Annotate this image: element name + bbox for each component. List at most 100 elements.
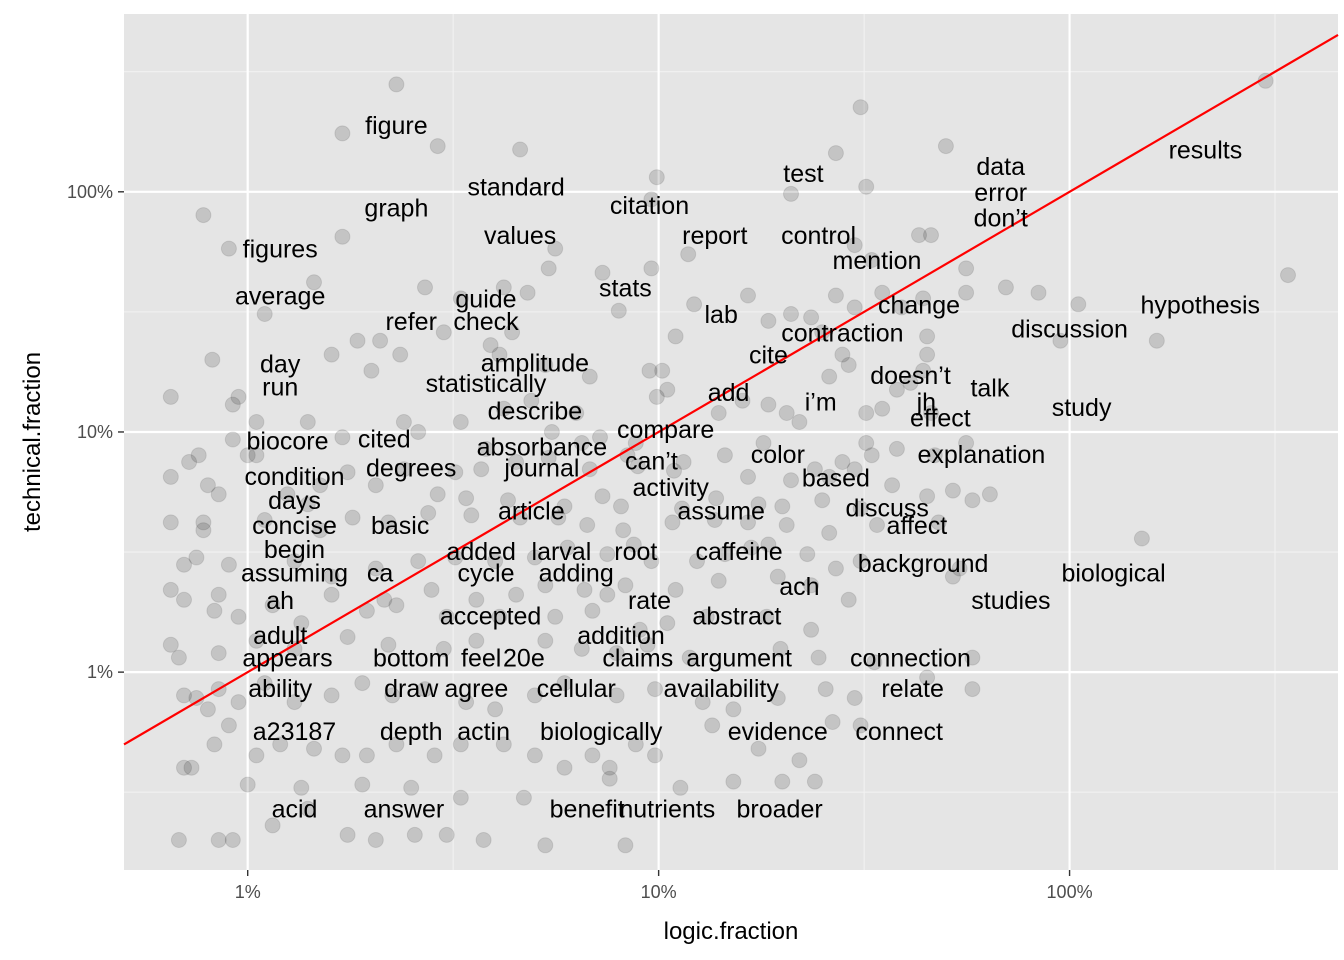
word-label: based	[802, 465, 870, 493]
data-point	[698, 608, 715, 625]
data-point	[648, 169, 665, 186]
data-point	[438, 826, 455, 843]
data-point	[176, 556, 192, 573]
word-label: ability	[248, 675, 312, 703]
data-point	[540, 260, 557, 277]
word-label: rate	[628, 587, 671, 615]
data-point	[846, 299, 863, 316]
word-label: draw	[384, 675, 439, 703]
data-point	[866, 654, 883, 671]
data-point	[512, 141, 529, 158]
data-point	[547, 608, 564, 625]
data-point	[791, 414, 808, 430]
data-point	[803, 577, 820, 594]
word-label: added	[446, 538, 516, 566]
data-point	[716, 447, 733, 464]
data-point	[248, 447, 265, 464]
data-point	[306, 740, 322, 757]
data-point	[827, 145, 844, 162]
data-point	[964, 681, 981, 698]
word-label: doesn’t	[870, 362, 951, 390]
data-point	[372, 332, 389, 349]
data-point	[230, 694, 247, 711]
word-label: results	[1169, 137, 1243, 165]
word-label: graph	[364, 195, 428, 223]
data-point	[210, 645, 227, 662]
data-point	[339, 826, 356, 843]
word-label: degrees	[366, 455, 456, 483]
data-point	[584, 747, 601, 764]
data-point	[299, 496, 316, 513]
data-point	[199, 701, 216, 718]
data-point	[176, 759, 192, 776]
data-point	[452, 414, 469, 430]
data-point	[629, 458, 646, 475]
data-point	[659, 615, 676, 632]
word-label: activity	[632, 474, 709, 502]
data-point	[491, 608, 508, 625]
word-label: appears	[242, 645, 332, 673]
x-tick-label: 100%	[1047, 882, 1093, 902]
data-point	[526, 549, 543, 566]
data-point	[388, 736, 405, 753]
data-point	[367, 477, 384, 494]
data-point	[392, 346, 409, 363]
data-point	[323, 346, 340, 363]
data-point	[758, 608, 775, 625]
data-point	[323, 586, 340, 603]
data-point	[846, 690, 863, 706]
data-point	[410, 424, 427, 440]
data-point	[846, 237, 863, 254]
grid-lines	[124, 14, 1338, 870]
data-point	[964, 649, 981, 666]
data-point	[774, 498, 791, 515]
data-point	[643, 553, 660, 570]
word-label: error	[974, 179, 1027, 207]
data-point	[760, 312, 777, 329]
data-point	[1030, 284, 1047, 301]
data-point	[599, 586, 616, 603]
word-label: contraction	[781, 319, 903, 347]
data-point	[354, 675, 371, 692]
data-point	[468, 632, 485, 649]
word-label: argument	[686, 645, 792, 673]
data-point	[388, 76, 405, 93]
data-point	[667, 581, 684, 598]
data-point	[806, 773, 823, 790]
data-point	[339, 629, 356, 645]
word-label: broader	[737, 796, 823, 824]
data-point	[919, 488, 936, 505]
word-label: addition	[577, 622, 665, 650]
data-point	[930, 514, 947, 531]
data-point	[395, 461, 412, 478]
data-point	[817, 681, 834, 698]
data-point	[426, 747, 443, 764]
data-point	[716, 546, 733, 563]
word-label: background	[858, 550, 989, 578]
word-label: 20e	[503, 645, 545, 673]
data-point	[230, 608, 247, 625]
data-point	[937, 138, 954, 155]
data-point	[581, 368, 598, 385]
data-point	[230, 388, 247, 405]
word-label: bottom	[373, 645, 449, 673]
data-point	[272, 736, 289, 753]
data-point	[827, 287, 844, 304]
data-point	[743, 539, 760, 556]
data-point	[475, 832, 492, 848]
data-point	[162, 636, 179, 653]
data-point	[487, 553, 504, 570]
data-point	[846, 461, 863, 478]
data-point	[824, 714, 841, 730]
data-point	[323, 568, 340, 585]
data-point	[199, 477, 216, 494]
data-point	[810, 649, 827, 666]
data-point	[734, 392, 751, 409]
data-point	[380, 514, 397, 531]
data-point	[783, 306, 799, 322]
y-tick-label: 1%	[87, 662, 113, 682]
data-point	[256, 675, 273, 692]
data-point	[594, 264, 611, 281]
data-point	[519, 284, 536, 301]
word-label: discuss	[846, 494, 929, 522]
